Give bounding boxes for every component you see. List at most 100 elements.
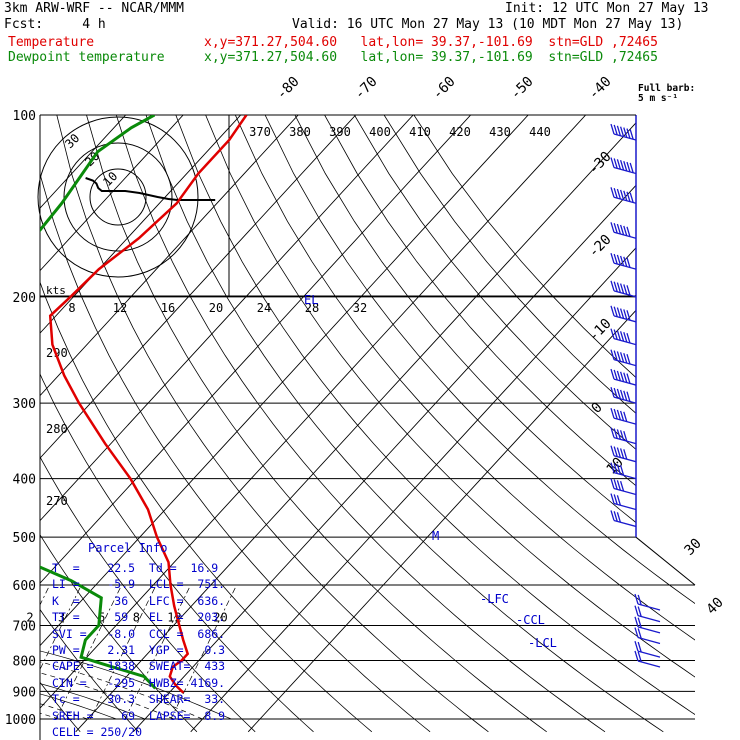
theta-e-label: 380 — [289, 125, 311, 139]
dry-adiabat — [40, 115, 256, 733]
mixing-ratio-line — [170, 584, 237, 720]
parcel-info-row: Tc = 30.3 SHEAR= 33. — [52, 692, 226, 707]
theta-e-label: 430 — [489, 125, 511, 139]
isotherm-line — [40, 115, 587, 733]
init-time: Init: 12 UTC Mon 27 May 13 — [505, 1, 709, 16]
wind-barb — [610, 252, 637, 270]
isotherm-tick-label: -60 — [430, 74, 459, 103]
dry-adiabat — [175, 115, 695, 733]
temperature-location-info: x,y=371.27,504.60 lat,lon= 39.37,-101.69… — [204, 35, 658, 50]
wind-barb — [610, 478, 637, 496]
legend-dewpoint: Dewpoint temperature — [8, 50, 165, 65]
parcel-info-row: TT = 59 EL = 203. — [52, 610, 226, 625]
moist-adiabat — [40, 601, 203, 720]
dewpoint-location-info: x,y=371.27,504.60 lat,lon= 39.37,-101.69… — [204, 50, 658, 65]
isotherm-tick-label: 30 — [682, 536, 705, 559]
theta-e-label: 370 — [249, 125, 271, 139]
mixing-ratio-line — [90, 584, 157, 720]
parcel-info-row: CIN = -295 HWBZ= 4169. — [52, 675, 226, 690]
pressure-tick-label: 200 — [13, 291, 36, 306]
speed-scale-label: 24 — [257, 301, 271, 315]
dry-adiabat — [40, 115, 81, 733]
hodograph-trace — [85, 177, 216, 201]
dry-adiabat — [413, 115, 695, 733]
hodograph-unit-label: kts — [46, 284, 66, 297]
barb-key-line1: Full barb: — [638, 83, 696, 94]
mixing-ratio-label: 20 — [213, 610, 227, 624]
isotherm-line — [40, 115, 184, 733]
sounding-lines — [40, 115, 248, 694]
wind-barb — [610, 386, 637, 404]
isotherm-line — [40, 115, 242, 733]
isotherm-line — [40, 115, 299, 733]
isotherm-tick-label: -40 — [586, 74, 615, 103]
wind-barb — [634, 627, 661, 645]
wind-barb — [610, 407, 637, 425]
theta-e-label: 410 — [409, 125, 431, 139]
wind-barb — [610, 445, 637, 463]
wind-barb — [610, 510, 637, 528]
dry-adiabat — [40, 115, 431, 733]
dry-adiabat — [354, 115, 695, 733]
dry-adiabat — [205, 115, 695, 733]
isotherm-tick-label: -50 — [508, 74, 537, 103]
dry-adiabat — [40, 115, 373, 733]
pressure-tick-label: 600 — [13, 579, 36, 594]
pressure-tick-label: 500 — [13, 531, 36, 546]
isotherm-tick-label: -10 — [586, 316, 615, 345]
dry-adiabat — [40, 115, 198, 733]
wind-barb — [610, 222, 637, 239]
level-annotation: EL — [304, 293, 318, 307]
speed-scale-label: 8 — [68, 301, 75, 315]
pressure-tick-label: 700 — [13, 619, 36, 634]
dry-adiabat — [294, 115, 695, 733]
dewpoint-line — [40, 115, 157, 690]
parcel-info-row: SREH = 69 LAPSE= 8.9 — [52, 708, 226, 723]
dry-adiabat — [86, 115, 547, 733]
legend-temperature: Temperature — [8, 35, 95, 50]
hodograph-ring — [37, 116, 199, 278]
dry-adiabat — [234, 115, 695, 733]
wind-barbs — [610, 123, 661, 668]
wind-barb — [610, 187, 637, 204]
dry-adiabat — [264, 115, 695, 733]
wind-barb — [634, 650, 661, 668]
pressure-tick-label: 900 — [13, 685, 36, 700]
isotherm-line — [132, 115, 695, 733]
pressure-tick-label: 300 — [13, 397, 36, 412]
wind-barb — [610, 123, 637, 141]
wind-barb — [610, 493, 637, 511]
mixing-ratio-label: 2 — [26, 610, 33, 624]
speed-scale-label: 16 — [161, 301, 175, 315]
dry-adiabat — [115, 115, 606, 733]
grid-layer — [40, 115, 695, 733]
barb-key-line2: 5 m s⁻¹ — [638, 93, 679, 104]
isotherm-line — [75, 115, 644, 733]
valid-time: Valid: 16 UTC Mon 27 May 13 (10 MDT Mon … — [292, 17, 684, 32]
isotherm-tick-label: -80 — [274, 74, 303, 103]
wind-barb — [610, 349, 637, 367]
dry-adiabat — [56, 115, 489, 733]
isotherm-line — [40, 115, 529, 733]
dry-adiabat — [383, 115, 695, 733]
wind-barb — [610, 462, 637, 480]
temperature-line — [48, 115, 248, 694]
wind-barb — [610, 157, 637, 175]
dry-adiabat — [145, 115, 664, 733]
speed-scale-label: 32 — [353, 301, 367, 315]
wind-barb — [610, 280, 637, 298]
forecast-hour: Fcst: 4 h — [4, 17, 106, 32]
theta-e-label: 400 — [369, 125, 391, 139]
isotherm-tick-label: 0 — [589, 400, 606, 417]
pressure-tick-label: 400 — [13, 473, 36, 488]
dry-adiabat — [40, 115, 139, 733]
theta-e-label: 420 — [449, 125, 471, 139]
isotherm-tick-label: -70 — [352, 74, 381, 103]
parcel-info-row: T = 22.5 Td = 16.9 — [52, 561, 219, 575]
parcel-info-row: CAPE = 1838 SWEAT= 433 — [52, 659, 226, 674]
pressure-tick-label: 100 — [13, 109, 36, 124]
mixing-ratio-label: 5 — [98, 610, 105, 624]
parcel-info-title: Parcel Info — [88, 541, 168, 555]
barb-key: Full barb: 5 m s⁻¹ — [638, 84, 695, 104]
